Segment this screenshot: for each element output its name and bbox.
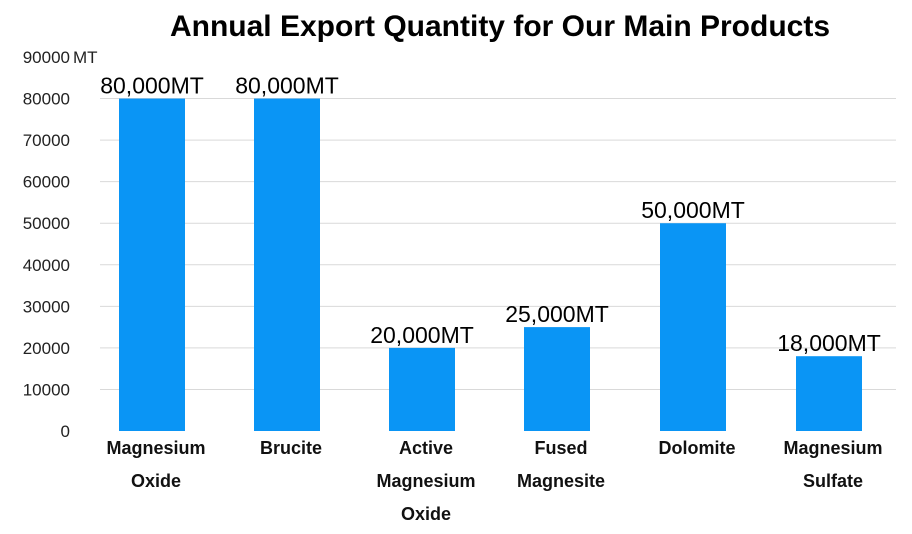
bars (119, 98, 862, 432)
bar (389, 347, 455, 431)
gridlines (100, 98, 896, 390)
data-label: 25,000MT (505, 301, 609, 327)
bar (119, 98, 185, 432)
bar (796, 356, 862, 431)
data-label: 20,000MT (370, 322, 474, 348)
y-tick-label: 70000 (23, 131, 70, 150)
x-category-label: Magnesium Sulfate (783, 438, 882, 491)
y-tick-label: 60000 (23, 173, 70, 192)
y-tick-label: 30000 (23, 297, 70, 316)
x-category-label: Dolomite (658, 438, 735, 458)
x-category-label: Fused Magnesite (517, 438, 605, 491)
y-axis-unit-label: MT (73, 48, 98, 67)
y-tick-label: 40000 (23, 256, 70, 275)
y-tick-label: 10000 (23, 380, 70, 399)
y-tick-label: 20000 (23, 339, 70, 358)
data-labels: 80,000MT 80,000MT 20,000MT 25,000MT 50,000MT… (100, 73, 881, 357)
bar (254, 98, 320, 432)
chart-title: Annual Export Quantity for Our Main Prod… (170, 10, 830, 43)
data-label: 18,000MT (777, 330, 881, 356)
x-category-label: Active Magnesium Oxide (376, 438, 475, 524)
bar (660, 223, 726, 431)
y-tick-label: 90000 (23, 48, 70, 67)
y-tick-label: 50000 (23, 214, 70, 233)
y-tick-label: 80000 (23, 90, 70, 109)
bar (524, 327, 590, 431)
y-tick-label: 0 (61, 422, 70, 441)
x-axis-categories: Magnesium Oxide Brucite Active Magnesium Oxid… (106, 438, 882, 524)
y-axis-ticks: 0 10000 20000 30000 40000 50000 60000 70000 8000… (23, 48, 70, 441)
data-label: 80,000MT (100, 73, 204, 99)
data-label: 50,000MT (641, 197, 745, 223)
data-label: 80,000MT (235, 73, 339, 99)
x-category-label: Brucite (260, 438, 322, 458)
x-category-label: Magnesium Oxide (106, 438, 205, 491)
